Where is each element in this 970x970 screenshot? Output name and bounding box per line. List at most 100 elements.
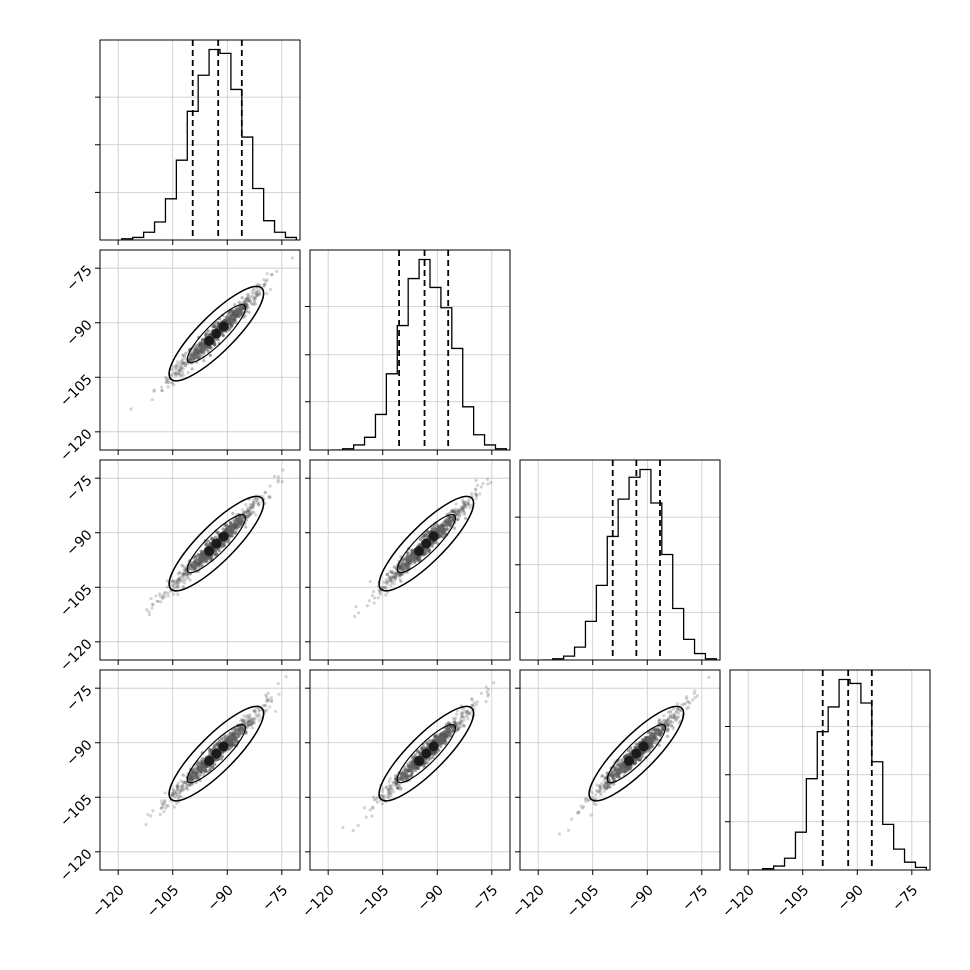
scatter-point <box>398 777 402 781</box>
scatter-point <box>676 715 680 719</box>
scatter-point <box>180 361 185 366</box>
scatter-point <box>176 370 180 375</box>
scatter-point <box>465 709 469 713</box>
scatter-point <box>162 802 167 806</box>
scatter-point <box>393 576 397 580</box>
scatter-point <box>398 565 402 569</box>
scatter-point <box>255 291 259 295</box>
x-tick-label: −120 <box>89 882 128 921</box>
contour-outer <box>378 495 475 592</box>
scatter-point <box>192 767 196 771</box>
density-core <box>428 531 439 542</box>
scatter-point <box>393 780 397 785</box>
scatter-point <box>454 721 458 725</box>
scatter-point <box>233 315 237 319</box>
scatter-point <box>399 572 403 577</box>
scatter-point <box>666 727 670 731</box>
scatter-point <box>152 388 157 392</box>
scatter-point <box>391 575 395 579</box>
scatter-point <box>462 718 466 722</box>
scatter-point <box>172 792 176 796</box>
scatter-point <box>466 711 471 715</box>
scatter-point <box>400 572 404 576</box>
scatter-point <box>687 700 691 704</box>
scatter-point <box>179 580 183 584</box>
scatter-point <box>180 370 185 374</box>
scatter-point <box>176 793 180 797</box>
scatter-point <box>378 589 383 593</box>
scatter-point <box>389 570 393 574</box>
y-tick-label: −90 <box>63 737 95 769</box>
scatter-point <box>648 729 653 734</box>
scatter-point <box>626 766 630 770</box>
scatter-point <box>251 498 256 503</box>
scatter-point <box>602 789 606 793</box>
scatter-point <box>170 791 175 795</box>
scatter-point <box>471 704 475 708</box>
scatter-point <box>173 367 177 371</box>
scatter-point <box>684 696 689 701</box>
scatter-point <box>199 771 203 775</box>
scatter-point <box>661 727 666 732</box>
scatter-point <box>253 500 257 504</box>
scatter-point <box>157 592 162 596</box>
scatter-point <box>580 806 585 810</box>
scatter-point <box>606 783 611 787</box>
scatter-point <box>181 773 185 777</box>
scatter-point <box>238 525 242 529</box>
contour-inner <box>186 304 246 364</box>
scatter-point <box>171 787 175 791</box>
scatter-point <box>470 698 474 702</box>
scatter-point <box>209 345 213 349</box>
scatter-point <box>459 508 463 512</box>
scatter-point <box>570 817 574 821</box>
scatter-point <box>216 338 220 342</box>
contour-inner <box>396 724 456 784</box>
scatter-point <box>605 785 609 789</box>
scatter-point <box>186 370 190 375</box>
scatter-point <box>166 385 170 389</box>
x-tick-label: −75 <box>679 882 711 914</box>
scatter-point <box>263 703 267 708</box>
scatter-point <box>232 524 237 528</box>
y-tick-label: −75 <box>63 683 95 715</box>
scatter-point <box>232 309 236 313</box>
scatter-point <box>251 288 255 292</box>
scatter-point <box>381 794 385 799</box>
scatter-point <box>186 576 191 580</box>
scatter-point <box>692 691 696 696</box>
scatter-point <box>395 782 399 786</box>
scatter-point <box>185 572 189 577</box>
scatter-point <box>451 510 455 514</box>
scatter-point <box>603 786 607 790</box>
scatter-point <box>486 694 490 698</box>
scatter-point <box>465 714 469 718</box>
scatter-point <box>669 709 673 713</box>
scatter-point <box>252 709 256 713</box>
scatter-point <box>231 732 235 736</box>
scatter-point <box>155 599 159 603</box>
scatter-point <box>393 777 397 781</box>
scatter-point <box>236 315 240 319</box>
scatter-point <box>145 607 149 612</box>
scatter-point <box>194 554 198 558</box>
scatter-point <box>262 282 267 286</box>
scatter-point <box>255 498 259 503</box>
scatter-point <box>246 306 251 310</box>
scatter-point <box>280 480 284 484</box>
scatter-point <box>232 313 236 318</box>
scatter-point <box>186 573 190 577</box>
scatter-point <box>409 774 414 778</box>
scatter-point <box>176 781 180 786</box>
density-core <box>414 755 425 766</box>
scatter-point <box>599 787 603 791</box>
scatter-point <box>252 300 256 304</box>
scatter-point <box>232 522 236 526</box>
scatter-point <box>450 509 454 513</box>
scatter-point <box>231 311 235 316</box>
scatter-point <box>182 363 186 367</box>
scatter-point <box>200 564 204 568</box>
scatter-point <box>448 734 452 738</box>
scatter-point <box>162 591 166 596</box>
scatter-point <box>178 373 183 377</box>
